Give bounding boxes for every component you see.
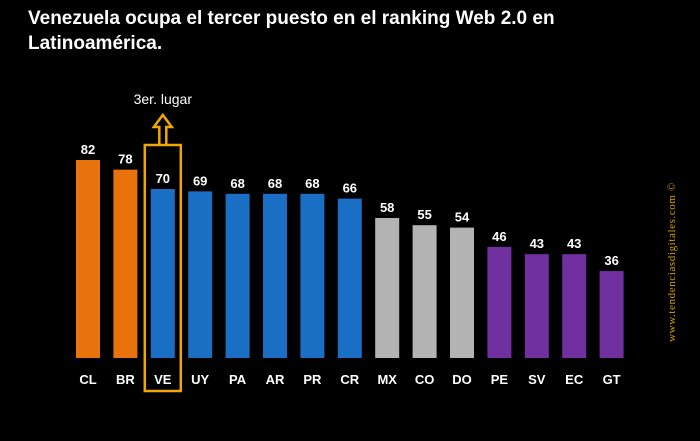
category-label-pa: PA bbox=[229, 372, 247, 387]
bar-uy bbox=[188, 191, 213, 358]
category-label-co: CO bbox=[415, 372, 435, 387]
category-label-gt: GT bbox=[603, 372, 621, 387]
value-label-mx: 58 bbox=[380, 200, 394, 215]
bar-ec bbox=[562, 254, 587, 358]
bar-br bbox=[113, 169, 138, 358]
category-label-cr: CR bbox=[340, 372, 359, 387]
value-label-ve: 70 bbox=[156, 171, 170, 186]
category-label-pr: PR bbox=[303, 372, 322, 387]
category-label-br: BR bbox=[116, 372, 135, 387]
bar-co bbox=[412, 225, 437, 358]
bar-gt bbox=[599, 271, 624, 358]
category-label-sv: SV bbox=[528, 372, 546, 387]
category-label-pe: PE bbox=[491, 372, 509, 387]
category-label-ec: EC bbox=[565, 372, 584, 387]
value-label-ar: 68 bbox=[268, 176, 282, 191]
highlight-layer: 3er. lugar bbox=[134, 91, 193, 393]
bar-ar bbox=[263, 193, 287, 358]
value-label-pa: 68 bbox=[230, 176, 244, 191]
value-label-br: 78 bbox=[118, 152, 132, 167]
value-label-pe: 46 bbox=[492, 229, 506, 244]
bar-cl bbox=[76, 160, 100, 358]
bars-layer: 82 CL 78 BR 70 VE 69 UY 68 PA 68 AR 68 PR 66 CR 58 MX 55 CO… bbox=[76, 142, 624, 387]
value-label-gt: 36 bbox=[604, 253, 618, 268]
category-label-uy: UY bbox=[191, 372, 209, 387]
up-arrow-icon bbox=[151, 112, 175, 144]
bar-mx bbox=[375, 217, 400, 358]
value-label-sv: 43 bbox=[530, 236, 544, 251]
category-label-mx: MX bbox=[377, 372, 397, 387]
value-label-pr: 68 bbox=[305, 176, 319, 191]
category-label-do: DO bbox=[452, 372, 472, 387]
value-label-ec: 43 bbox=[567, 236, 581, 251]
watermark-text: www.tendenciasdigitales.com © bbox=[666, 182, 678, 342]
bar-cr bbox=[337, 198, 362, 358]
value-label-do: 54 bbox=[455, 210, 470, 225]
bar-pr bbox=[300, 193, 325, 358]
chart-title: Venezuela ocupa el tercer puesto en el r… bbox=[28, 8, 555, 54]
bar-pa bbox=[225, 193, 250, 358]
annotation-third-place: 3er. lugar bbox=[134, 91, 193, 107]
category-label-ve: VE bbox=[154, 372, 172, 387]
bar-sv bbox=[524, 254, 549, 358]
value-label-co: 55 bbox=[417, 207, 431, 222]
value-label-cl: 82 bbox=[81, 142, 95, 157]
bar-ve bbox=[150, 188, 175, 358]
bar-do bbox=[450, 227, 474, 358]
value-label-uy: 69 bbox=[193, 173, 207, 188]
value-label-cr: 66 bbox=[343, 181, 357, 196]
category-label-ar: AR bbox=[266, 372, 285, 387]
bar-pe bbox=[487, 246, 512, 358]
category-label-cl: CL bbox=[79, 372, 96, 387]
highlight-box bbox=[143, 143, 183, 393]
